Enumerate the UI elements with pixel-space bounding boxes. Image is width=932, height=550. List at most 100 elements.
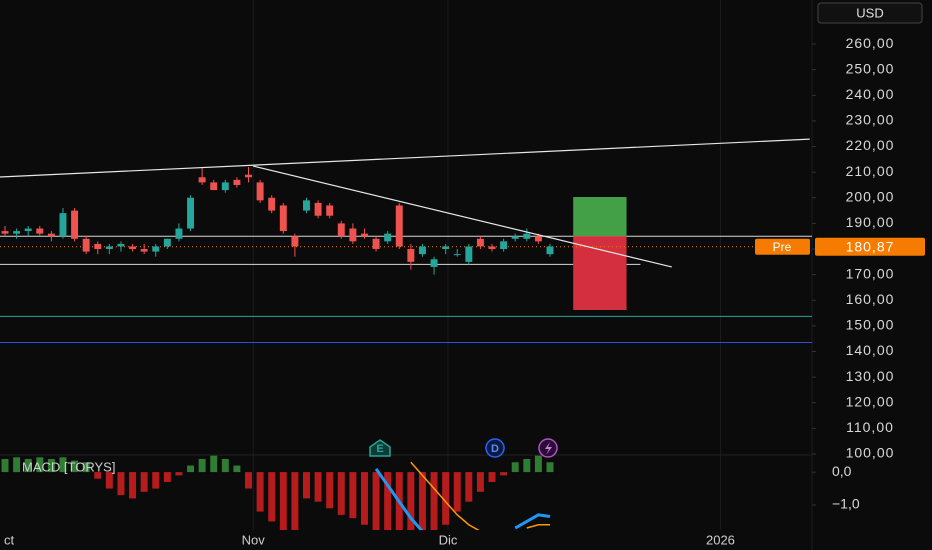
candle-body <box>407 249 415 262</box>
macd-bar <box>279 472 287 530</box>
candle-body <box>453 254 461 256</box>
macd-bar <box>476 472 484 492</box>
y-tick-label: 120,00 <box>846 393 895 409</box>
trendline <box>253 165 672 268</box>
candle-body <box>291 236 299 247</box>
macd-bar <box>488 472 496 482</box>
candle-body <box>13 231 21 234</box>
position-stop <box>573 236 627 310</box>
position-target <box>573 197 627 237</box>
y-tick-label: 220,00 <box>846 137 895 153</box>
price-tag <box>815 237 925 256</box>
macd-bar <box>140 472 148 492</box>
candle-body <box>476 238 484 247</box>
macd-bar <box>314 472 322 502</box>
macd-bar <box>221 458 229 473</box>
currency-label: USD <box>856 5 883 20</box>
y-tick-label: 0,0 <box>832 463 852 479</box>
candle-body <box>337 223 345 237</box>
x-tick-label: Nov <box>242 532 266 547</box>
y-tick-label: 150,00 <box>846 317 895 333</box>
candle-body <box>129 246 137 250</box>
y-tick-label: 200,00 <box>846 188 895 204</box>
macd-bar <box>268 472 276 522</box>
event-earnings[interactable]: E <box>369 439 391 457</box>
trendline <box>0 138 810 178</box>
candle-body <box>163 238 171 247</box>
candle-body <box>256 182 264 201</box>
macd-bar <box>210 455 218 473</box>
y-tick-label: 190,00 <box>846 214 895 230</box>
candle-body <box>82 238 90 252</box>
candle-body <box>47 233 55 237</box>
macd-bar <box>256 472 264 512</box>
price-tag-label: 180,87 <box>846 238 895 254</box>
macd-bar <box>105 472 113 489</box>
macd-bar <box>384 472 392 530</box>
macd-bar <box>47 458 55 473</box>
macd-bar <box>372 472 380 530</box>
y-tick-label: 110,00 <box>846 419 894 435</box>
y-tick-label: 210,00 <box>846 163 895 179</box>
x-tick-label: ct <box>4 532 15 547</box>
candle-body <box>221 182 229 191</box>
y-tick-label: 140,00 <box>846 342 895 358</box>
candle-body <box>94 243 102 250</box>
event-news[interactable] <box>538 438 558 458</box>
macd-bar <box>163 472 171 482</box>
candle-body <box>314 202 322 216</box>
macd-line <box>410 461 550 530</box>
candle-body <box>395 205 403 247</box>
candle-body <box>24 228 32 232</box>
y-tick-label: 230,00 <box>846 112 895 128</box>
candle-body <box>349 228 357 242</box>
macd-bar <box>129 472 137 499</box>
candle-body <box>546 246 554 255</box>
macd-bar <box>59 457 67 473</box>
event-dividend[interactable]: D <box>485 438 505 458</box>
macd-bar <box>360 472 368 525</box>
macd-bar <box>453 472 461 512</box>
candle-body <box>187 197 195 229</box>
candle-body <box>360 233 368 237</box>
candle-body <box>71 210 79 239</box>
macd-bar <box>291 472 299 530</box>
macd-bar <box>523 458 531 473</box>
candle-body <box>175 228 183 239</box>
candle-body <box>117 243 125 247</box>
candle-body <box>523 233 531 239</box>
macd-bar <box>94 472 102 479</box>
candle-body <box>233 179 241 185</box>
macd-bar <box>546 462 554 473</box>
y-tick-label: −1,0 <box>832 496 860 512</box>
candle-body <box>105 246 113 250</box>
candle-body <box>36 228 44 234</box>
macd-bar <box>233 465 241 473</box>
y-tick-label: 100,00 <box>846 445 895 461</box>
event-label: D <box>491 443 499 455</box>
candle-body <box>465 246 473 262</box>
event-label: E <box>376 443 383 455</box>
candle-body <box>372 238 380 250</box>
macd-bar <box>326 472 334 509</box>
macd-bar <box>198 458 206 473</box>
macd-bar <box>152 472 160 489</box>
macd-bar <box>442 472 450 525</box>
candle-body <box>245 174 252 178</box>
macd-bar <box>430 472 438 530</box>
candle-body <box>511 236 519 239</box>
currency-button[interactable]: USD <box>817 2 923 24</box>
candle-body <box>534 236 542 242</box>
y-tick-label: 160,00 <box>846 291 895 307</box>
y-tick-label: 250,00 <box>846 60 895 76</box>
candle-body <box>500 241 508 250</box>
candle-body <box>303 200 310 211</box>
macd-bar <box>117 472 125 496</box>
pre-label: Pre <box>773 240 792 254</box>
x-tick-label: 2026 <box>706 532 735 547</box>
candle-body <box>140 249 148 252</box>
macd-bar <box>175 472 183 476</box>
candle-body <box>326 205 334 216</box>
macd-bar <box>465 472 473 502</box>
